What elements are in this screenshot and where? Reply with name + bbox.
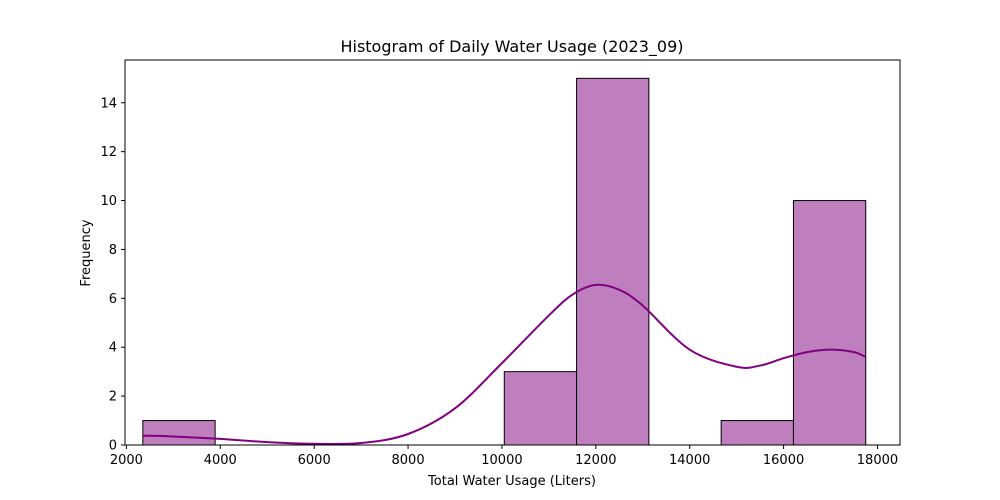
- x-tick-label: 8000: [392, 453, 425, 468]
- y-axis: 0 2 4 6 8 10 12 14: [100, 96, 125, 454]
- x-tick-label: 10000: [481, 453, 522, 468]
- kde-line: [142, 283, 867, 446]
- x-tick-label: 16000: [763, 453, 804, 468]
- y-tick-label: 4: [109, 341, 117, 356]
- histogram-bar: [503, 371, 578, 446]
- x-axis: 2000 4000 6000 8000 10000 12000 14000 16000 1800…: [110, 445, 898, 468]
- x-tick-label: 14000: [669, 453, 710, 468]
- x-tick-label: 4000: [204, 453, 237, 468]
- histogram-bar: [576, 77, 650, 446]
- y-axis-label: Frequency: [79, 219, 94, 286]
- kde-layer: [142, 283, 867, 446]
- x-tick-label: 18000: [857, 453, 898, 468]
- y-tick-label: 14: [100, 96, 117, 111]
- chart-title: Histogram of Daily Water Usage (2023_09): [340, 37, 683, 57]
- x-tick-label: 2000: [110, 453, 143, 468]
- x-axis-label: Total Water Usage (Liters): [427, 474, 596, 489]
- histogram-bar: [792, 200, 867, 446]
- histogram-bar: [720, 420, 794, 446]
- y-tick-label: 8: [109, 243, 117, 258]
- bars-layer: [142, 77, 867, 446]
- x-tick-label: 12000: [575, 453, 616, 468]
- y-tick-label: 2: [109, 390, 117, 405]
- y-tick-label: 12: [100, 145, 117, 160]
- y-tick-label: 6: [109, 292, 117, 307]
- y-tick-label: 10: [100, 194, 117, 209]
- plot-frame: [124, 59, 901, 446]
- histogram-bar: [142, 420, 216, 446]
- x-tick-label: 6000: [298, 453, 331, 468]
- y-tick-label: 0: [109, 439, 117, 454]
